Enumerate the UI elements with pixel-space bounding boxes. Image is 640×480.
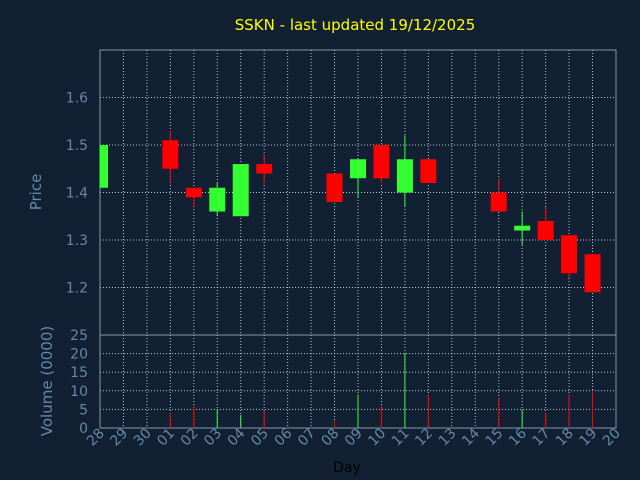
candle-body (162, 140, 179, 169)
x-tick-label: 01 (154, 426, 178, 450)
volume-axis-label: Volume (0000) (38, 326, 56, 436)
chart-title: SSKN - last updated 19/12/2025 (235, 16, 475, 34)
x-tick-label: 06 (272, 425, 296, 449)
candle-body (537, 221, 554, 240)
candle-body (373, 145, 390, 179)
x-tick-label: 03 (201, 426, 225, 450)
x-tick-label: 10 (365, 426, 389, 450)
x-tick-label: 02 (178, 426, 202, 450)
data-marks (99, 130, 601, 428)
x-tick-label: 04 (225, 425, 249, 449)
x-tick-label: 08 (318, 426, 342, 450)
x-tick-label: 17 (530, 426, 554, 450)
x-tick-label: 18 (553, 426, 577, 450)
volume-tick-label: 10 (70, 384, 88, 400)
x-axis-label: Day (333, 460, 361, 476)
candle-body (514, 225, 531, 231)
candle-body (396, 159, 413, 193)
candle-body (232, 164, 249, 217)
x-tick-label: 05 (248, 426, 272, 450)
candle-body (490, 192, 507, 212)
volume-tick-label: 15 (70, 365, 88, 381)
candle-body (584, 254, 601, 293)
x-tick-label: 15 (483, 426, 507, 450)
volume-tick-label: 25 (70, 328, 88, 344)
volume-tick-label: 20 (70, 347, 88, 363)
candle-body (350, 159, 366, 179)
x-tick-label: 14 (459, 425, 483, 449)
candle-body (326, 173, 343, 202)
x-tick-label: 29 (107, 426, 131, 450)
x-tick-label: 19 (576, 426, 600, 450)
price-tick-label: 1.4 (66, 186, 88, 202)
candle-body (185, 187, 202, 198)
x-tick-label: 09 (342, 426, 366, 450)
x-tick-label: 11 (389, 426, 413, 450)
price-tick-label: 1.2 (66, 281, 88, 297)
x-tick-label: 16 (506, 425, 530, 449)
x-tick-label: 07 (295, 426, 319, 450)
x-tick-label: 20 (600, 426, 624, 450)
volume-tick-label: 5 (79, 402, 88, 418)
price-tick-label: 1.3 (66, 233, 88, 249)
price-axis-label: Price (27, 174, 45, 211)
price-tick-label: 1.6 (66, 91, 88, 107)
candle-body (209, 187, 226, 212)
candle-body (561, 235, 578, 274)
candle-body (420, 159, 437, 183)
price-tick-label: 1.5 (66, 138, 88, 154)
x-tick-label: 13 (436, 426, 460, 450)
x-tick-label: 12 (412, 426, 436, 450)
candle-body (100, 145, 108, 188)
candle-body (256, 164, 273, 174)
volume-tick-label: 0 (79, 421, 88, 437)
x-tick-label: 30 (131, 426, 155, 450)
